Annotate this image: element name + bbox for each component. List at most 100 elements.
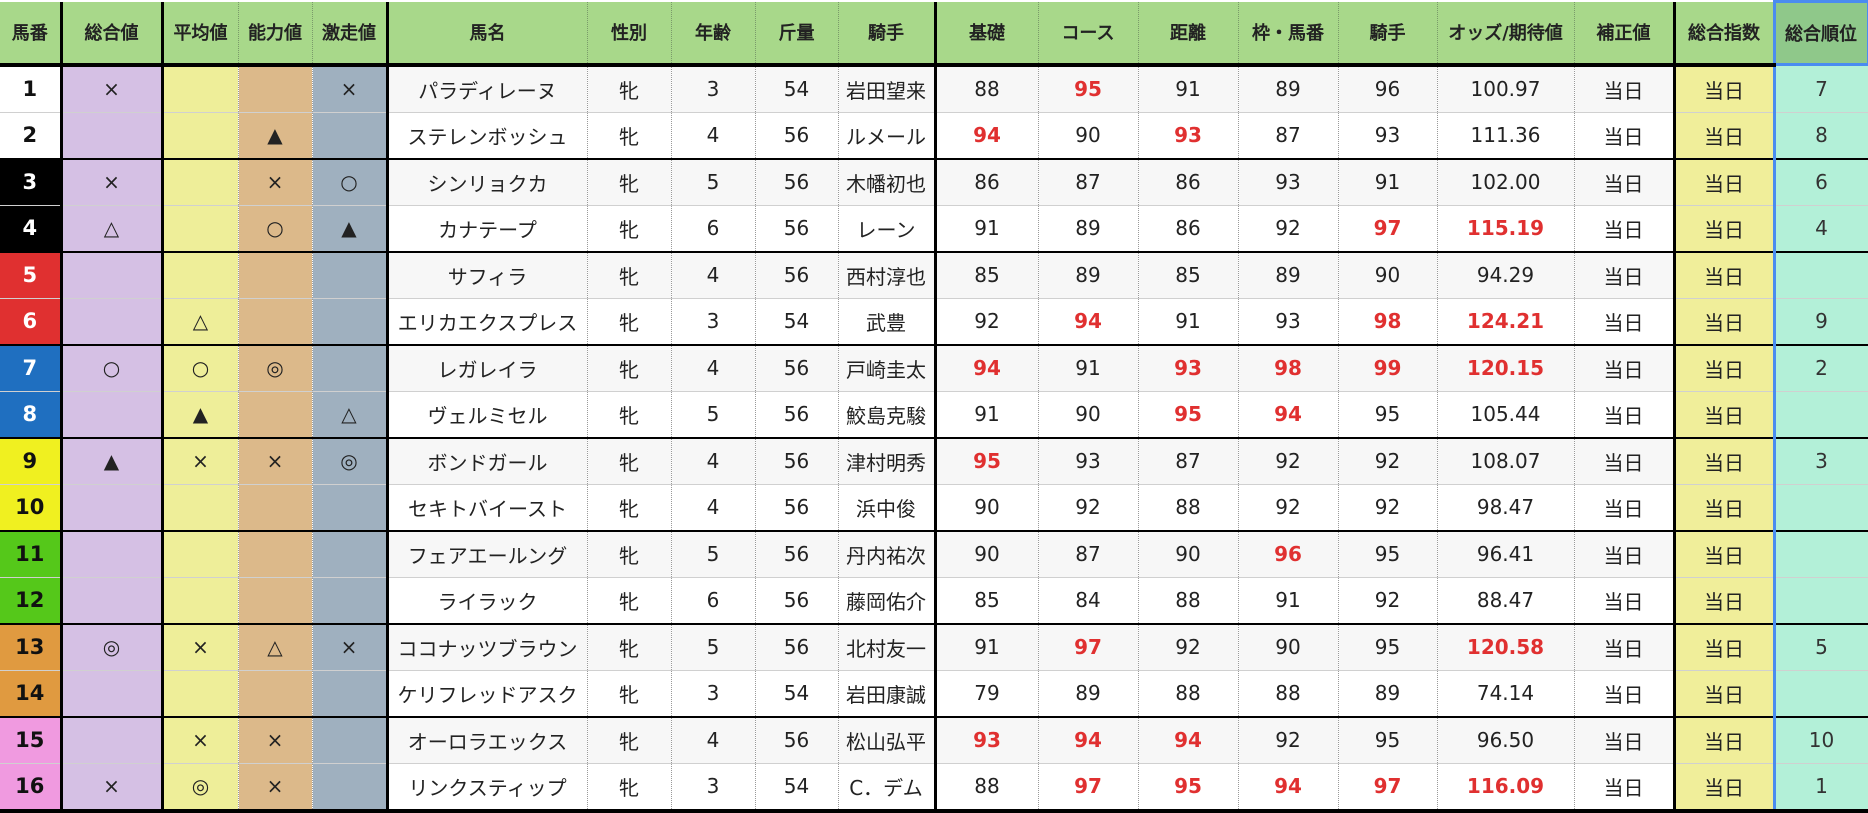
- cell-total[interactable]: [61, 716, 164, 764]
- cell-base[interactable]: 94: [935, 344, 1039, 392]
- cell-sex[interactable]: 牝: [587, 344, 672, 392]
- cell-course[interactable]: 97: [1038, 763, 1139, 813]
- cell-sex[interactable]: 牝: [587, 623, 672, 671]
- cell-base[interactable]: 91: [935, 623, 1039, 671]
- cell-name[interactable]: オーロラエックス: [387, 716, 588, 764]
- cell-rank[interactable]: 4: [1772, 205, 1868, 253]
- cell-weight[interactable]: 54: [755, 64, 839, 113]
- cell-ability[interactable]: [238, 64, 313, 113]
- cell-rank[interactable]: 9: [1772, 298, 1868, 346]
- cell-avg[interactable]: [162, 530, 239, 578]
- cell-index[interactable]: 当日: [1674, 763, 1775, 813]
- column-header-course[interactable]: コース: [1038, 1, 1139, 67]
- cell-rank[interactable]: [1772, 391, 1868, 439]
- cell-age[interactable]: 6: [671, 577, 756, 625]
- cell-jockey_score[interactable]: 92: [1338, 484, 1438, 532]
- cell-odds[interactable]: 74.14: [1437, 670, 1575, 718]
- cell-odds[interactable]: 105.44: [1437, 391, 1575, 439]
- cell-index[interactable]: 当日: [1674, 530, 1775, 578]
- cell-no[interactable]: 1: [0, 64, 63, 113]
- column-header-age[interactable]: 年齢: [671, 1, 756, 67]
- cell-jockey[interactable]: 鮫島克駿: [838, 391, 937, 439]
- cell-surge[interactable]: [312, 716, 389, 764]
- cell-index[interactable]: 当日: [1674, 298, 1775, 346]
- cell-jockey_score[interactable]: 96: [1338, 64, 1438, 113]
- cell-base[interactable]: 90: [935, 530, 1039, 578]
- cell-ability[interactable]: ×: [238, 437, 313, 485]
- cell-base[interactable]: 86: [935, 158, 1039, 206]
- cell-weight[interactable]: 54: [755, 670, 839, 718]
- cell-age[interactable]: 4: [671, 251, 756, 299]
- cell-base[interactable]: 91: [935, 391, 1039, 439]
- cell-name[interactable]: エリカエクスプレス: [387, 298, 588, 346]
- cell-index[interactable]: 当日: [1674, 716, 1775, 764]
- column-header-distance[interactable]: 距離: [1138, 1, 1239, 67]
- cell-name[interactable]: ココナッツブラウン: [387, 623, 588, 671]
- column-header-avg[interactable]: 平均値: [162, 1, 239, 67]
- cell-rank[interactable]: 10: [1772, 716, 1868, 764]
- cell-no[interactable]: 4: [0, 205, 63, 253]
- cell-ability[interactable]: [238, 298, 313, 346]
- column-header-ability[interactable]: 能力値: [238, 1, 313, 67]
- cell-base[interactable]: 92: [935, 298, 1039, 346]
- column-header-gate[interactable]: 枠・馬番: [1238, 1, 1339, 67]
- cell-sex[interactable]: 牝: [587, 763, 672, 813]
- cell-name[interactable]: レガレイラ: [387, 344, 588, 392]
- cell-sex[interactable]: 牝: [587, 298, 672, 346]
- cell-surge[interactable]: ○: [312, 158, 389, 206]
- cell-surge[interactable]: ×: [312, 623, 389, 671]
- cell-no[interactable]: 13: [0, 623, 63, 671]
- cell-correction[interactable]: 当日: [1574, 391, 1676, 439]
- cell-weight[interactable]: 54: [755, 763, 839, 813]
- cell-jockey[interactable]: 戸崎圭太: [838, 344, 937, 392]
- cell-course[interactable]: 87: [1038, 530, 1139, 578]
- cell-correction[interactable]: 当日: [1574, 763, 1676, 813]
- cell-gate[interactable]: 91: [1238, 577, 1339, 625]
- cell-surge[interactable]: [312, 298, 389, 346]
- cell-no[interactable]: 12: [0, 577, 63, 625]
- cell-no[interactable]: 15: [0, 716, 63, 764]
- cell-surge[interactable]: [312, 670, 389, 718]
- cell-distance[interactable]: 93: [1138, 344, 1239, 392]
- cell-odds[interactable]: 88.47: [1437, 577, 1575, 625]
- column-header-base[interactable]: 基礎: [935, 1, 1039, 67]
- cell-sex[interactable]: 牝: [587, 716, 672, 764]
- cell-index[interactable]: 当日: [1674, 391, 1775, 439]
- cell-ability[interactable]: ○: [238, 205, 313, 253]
- cell-weight[interactable]: 56: [755, 391, 839, 439]
- cell-jockey[interactable]: 西村淳也: [838, 251, 937, 299]
- cell-sex[interactable]: 牝: [587, 391, 672, 439]
- cell-course[interactable]: 84: [1038, 577, 1139, 625]
- cell-index[interactable]: 当日: [1674, 484, 1775, 532]
- cell-weight[interactable]: 56: [755, 530, 839, 578]
- cell-total[interactable]: [61, 251, 164, 299]
- cell-avg[interactable]: ◎: [162, 763, 239, 813]
- cell-course[interactable]: 92: [1038, 484, 1139, 532]
- cell-distance[interactable]: 88: [1138, 577, 1239, 625]
- cell-odds[interactable]: 111.36: [1437, 112, 1575, 160]
- cell-base[interactable]: 94: [935, 112, 1039, 160]
- cell-odds[interactable]: 100.97: [1437, 64, 1575, 113]
- cell-total[interactable]: ◎: [61, 623, 164, 671]
- cell-course[interactable]: 90: [1038, 391, 1139, 439]
- cell-ability[interactable]: ◎: [238, 344, 313, 392]
- cell-avg[interactable]: [162, 251, 239, 299]
- cell-total[interactable]: [61, 530, 164, 578]
- column-header-total[interactable]: 総合値: [61, 1, 164, 67]
- column-header-name[interactable]: 馬名: [387, 1, 588, 67]
- cell-avg[interactable]: [162, 577, 239, 625]
- cell-jockey_score[interactable]: 95: [1338, 716, 1438, 764]
- cell-gate[interactable]: 98: [1238, 344, 1339, 392]
- cell-gate[interactable]: 93: [1238, 298, 1339, 346]
- cell-jockey[interactable]: レーン: [838, 205, 937, 253]
- cell-odds[interactable]: 115.19: [1437, 205, 1575, 253]
- cell-gate[interactable]: 88: [1238, 670, 1339, 718]
- cell-age[interactable]: 4: [671, 716, 756, 764]
- cell-gate[interactable]: 87: [1238, 112, 1339, 160]
- column-header-correction[interactable]: 補正値: [1574, 1, 1676, 67]
- cell-correction[interactable]: 当日: [1574, 484, 1676, 532]
- cell-avg[interactable]: [162, 484, 239, 532]
- cell-base[interactable]: 85: [935, 577, 1039, 625]
- cell-odds[interactable]: 94.29: [1437, 251, 1575, 299]
- cell-index[interactable]: 当日: [1674, 670, 1775, 718]
